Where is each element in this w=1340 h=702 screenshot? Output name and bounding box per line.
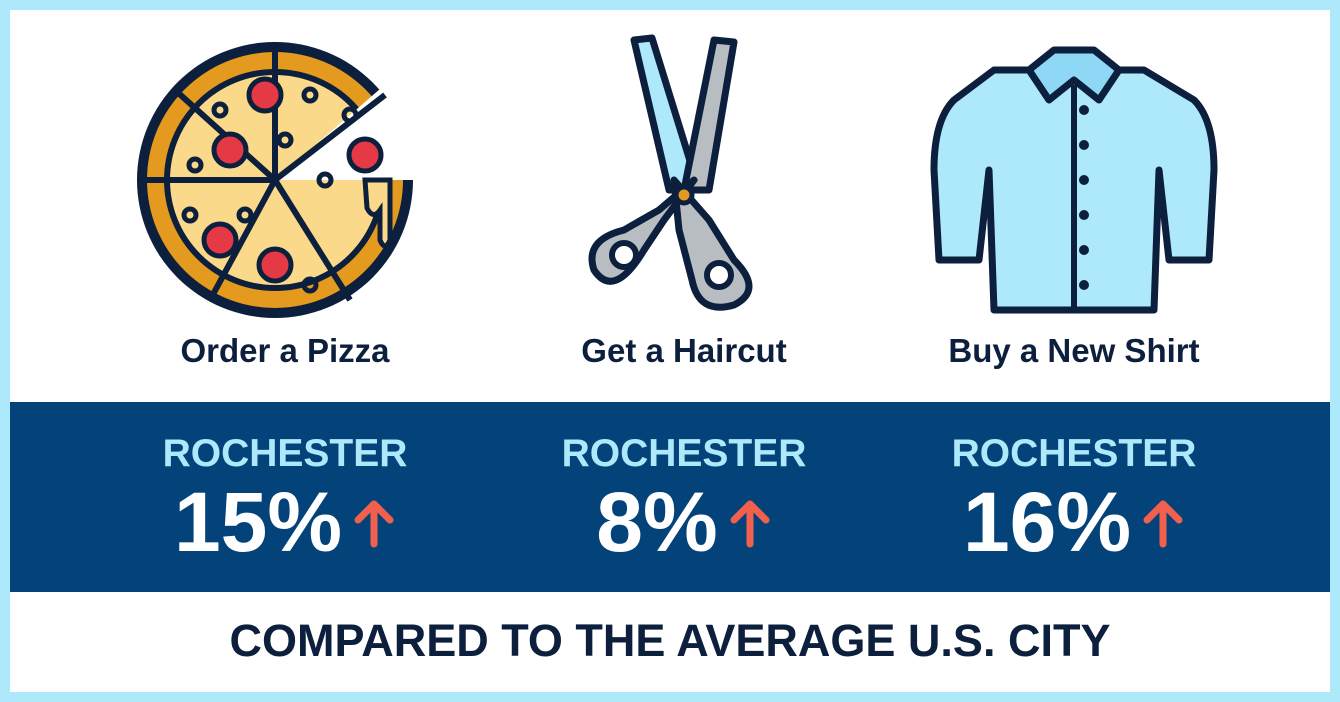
percent-change: 8% <box>484 474 884 571</box>
pizza-icon <box>137 42 425 318</box>
arrow-up-icon <box>730 500 770 547</box>
percent-change: 16% <box>874 474 1274 571</box>
percent-value: 16% <box>962 475 1132 569</box>
item-label: Order a Pizza <box>180 332 390 369</box>
item-label: Buy a New Shirt <box>948 332 1200 369</box>
arrow-up-icon <box>1143 500 1183 547</box>
city-label: ROCHESTER <box>951 432 1197 475</box>
shirt-icon <box>930 46 1218 314</box>
item-label: Get a Haircut <box>581 332 787 369</box>
scissors-icon <box>588 34 753 311</box>
city-label: ROCHESTER <box>162 432 408 475</box>
infographic: Order a Pizza ROCHESTER 15% Get a Haircu… <box>10 10 1330 692</box>
percent-value: 15% <box>173 475 343 569</box>
arrow-up-icon <box>354 500 394 547</box>
percent-change: 15% <box>85 474 485 571</box>
stats-band <box>10 402 1330 592</box>
footer-caption: COMPARED TO THE AVERAGE U.S. CITY <box>229 615 1111 666</box>
percent-value: 8% <box>596 475 718 569</box>
city-label: ROCHESTER <box>561 432 807 475</box>
